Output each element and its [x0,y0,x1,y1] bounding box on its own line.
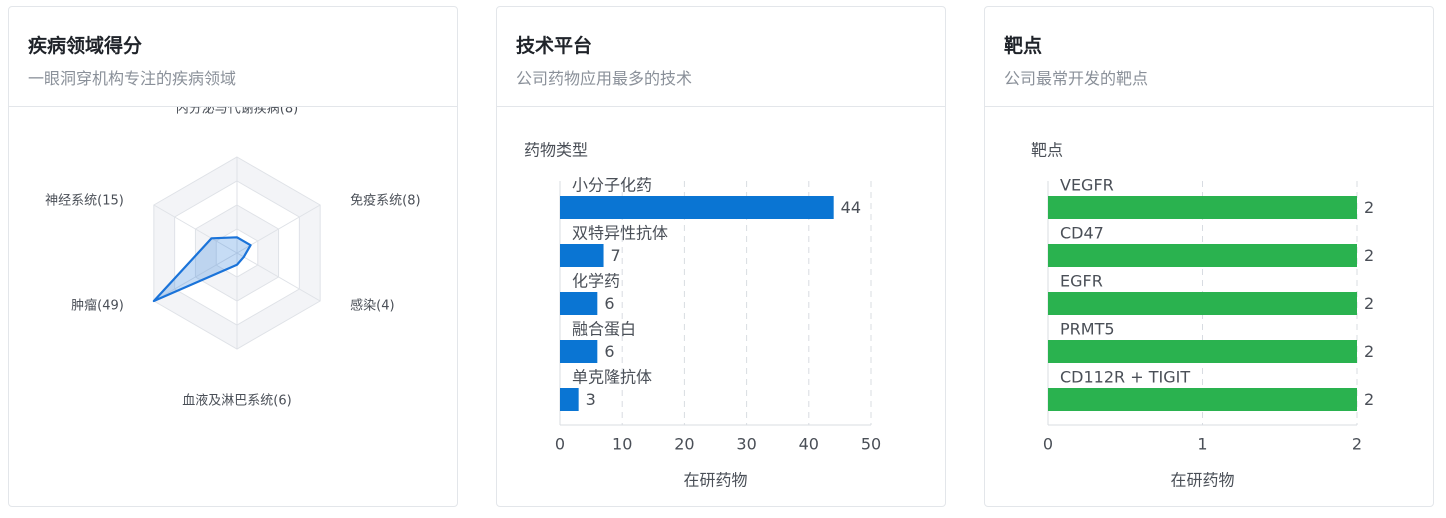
category-label: PRMT5 [1060,320,1115,339]
bar-value-label: 44 [841,198,861,217]
radar-axis-label: 肿瘤(49) [71,298,124,314]
radar-data-area [152,236,252,303]
bar-value-label: 2 [1364,342,1374,361]
category-label: VEGFR [1060,176,1114,195]
bar-value-label: 6 [604,294,614,313]
x-tick-label: 50 [861,435,881,454]
x-tick-label: 40 [799,435,819,454]
radar-axis-label: 神经系统(15) [45,194,124,209]
category-label: 融合蛋白 [572,320,636,339]
x-tick-label: 0 [555,435,565,454]
bar-value-label: 2 [1364,294,1374,313]
x-tick-label: 2 [1352,435,1362,454]
target-card: 靶点 公司最常开发的靶点 靶点 VEGFR 2 CD47 2 EGFR 2 PRMT5 2 CD1… [984,6,1434,507]
category-label: CD47 [1060,224,1104,243]
disease-area-card: 疾病领域得分 一眼洞穿机构专注的疾病领域 内分泌与代谢疾病(8) 免疫系统(8) 感… [8,6,458,507]
card-subtitle: 公司最常开发的靶点 [1004,69,1149,88]
tech-platform-card: 技术平台 公司药物应用最多的技术 药物类型小分子化药 44 双特异性抗体 7 化学药 6 融… [496,6,946,507]
bar [560,388,579,411]
bar-value-label: 3 [586,390,596,409]
card-body: 药物类型 小分子化药 44 双特异性抗体 7 化学药 6 融合蛋白 6 单克隆抗体 3 0 10 20 30… [497,107,945,506]
bar [560,340,598,363]
card-body: 内分泌与代谢疾病(8) 免疫系统(8) 感染(4) 血液及淋巴系统(6) 肿瘤(49) 神… [9,107,457,506]
x-tick-label: 1 [1197,435,1207,454]
radar-axis-label: 免疫系统(8) [350,193,420,209]
x-tick-label: 0 [1043,435,1053,454]
radar-axis-label: 感染(4) [350,298,394,314]
card-header: 技术平台 公司药物应用最多的技术 [497,7,945,107]
card-header: 靶点 公司最常开发的靶点 [985,7,1433,107]
category-label: 化学药 [572,272,620,291]
x-axis-label: 在研药物 [683,471,747,490]
bar [560,196,834,219]
bar-value-label: 7 [611,246,621,265]
bar-value-label: 2 [1364,198,1374,217]
radar-axis-label: 血液及淋巴系统(6) [182,394,291,409]
radar-spoke [153,252,238,302]
bar-value-label: 2 [1364,390,1374,409]
x-axis-label: 在研药物 [1170,471,1234,490]
bar [1048,340,1357,363]
bar [1048,292,1357,315]
category-label: 小分子化药 [572,176,652,195]
radar-chart: 内分泌与代谢疾病(8) 免疫系统(8) 感染(4) 血液及淋巴系统(6) 肿瘤(49) 神… [45,107,420,409]
category-label: CD112R + TIGIT [1060,368,1190,387]
bar-value-label: 2 [1364,246,1374,265]
radar-spoke [153,204,238,254]
category-label: 双特异性抗体 [572,224,668,243]
card-header: 疾病领域得分 一眼洞穿机构专注的疾病领域 [9,7,457,107]
card-subtitle: 一眼洞穿机构专注的疾病领域 [28,69,237,88]
card-title: 靶点 [1004,35,1043,57]
category-label: EGFR [1060,272,1103,291]
x-tick-label: 10 [612,435,632,454]
target-bar-chart: 靶点 VEGFR 2 CD47 2 EGFR 2 PRMT5 2 CD112R + TIGIT 2 0… [1031,141,1374,490]
bar-value-label: 6 [604,342,614,361]
chart-title: 靶点 [1031,141,1063,160]
bar [1048,196,1357,219]
card-title: 技术平台 [516,35,593,57]
chart-title: 药物类型 [524,141,588,160]
bar [1048,244,1357,267]
bar [560,292,598,315]
category-label: 单克隆抗体 [572,368,652,387]
radar-spoke [236,252,321,302]
card-subtitle: 公司药物应用最多的技术 [516,69,693,88]
bar [1048,388,1357,411]
radar-axis-label: 内分泌与代谢疾病(8) [176,107,298,117]
card-body: 靶点 VEGFR 2 CD47 2 EGFR 2 PRMT5 2 CD112R + TIGIT 2 0… [985,107,1433,506]
x-tick-label: 20 [674,435,694,454]
bar [560,244,604,267]
card-title: 疾病领域得分 [28,35,143,57]
x-tick-label: 30 [736,435,756,454]
